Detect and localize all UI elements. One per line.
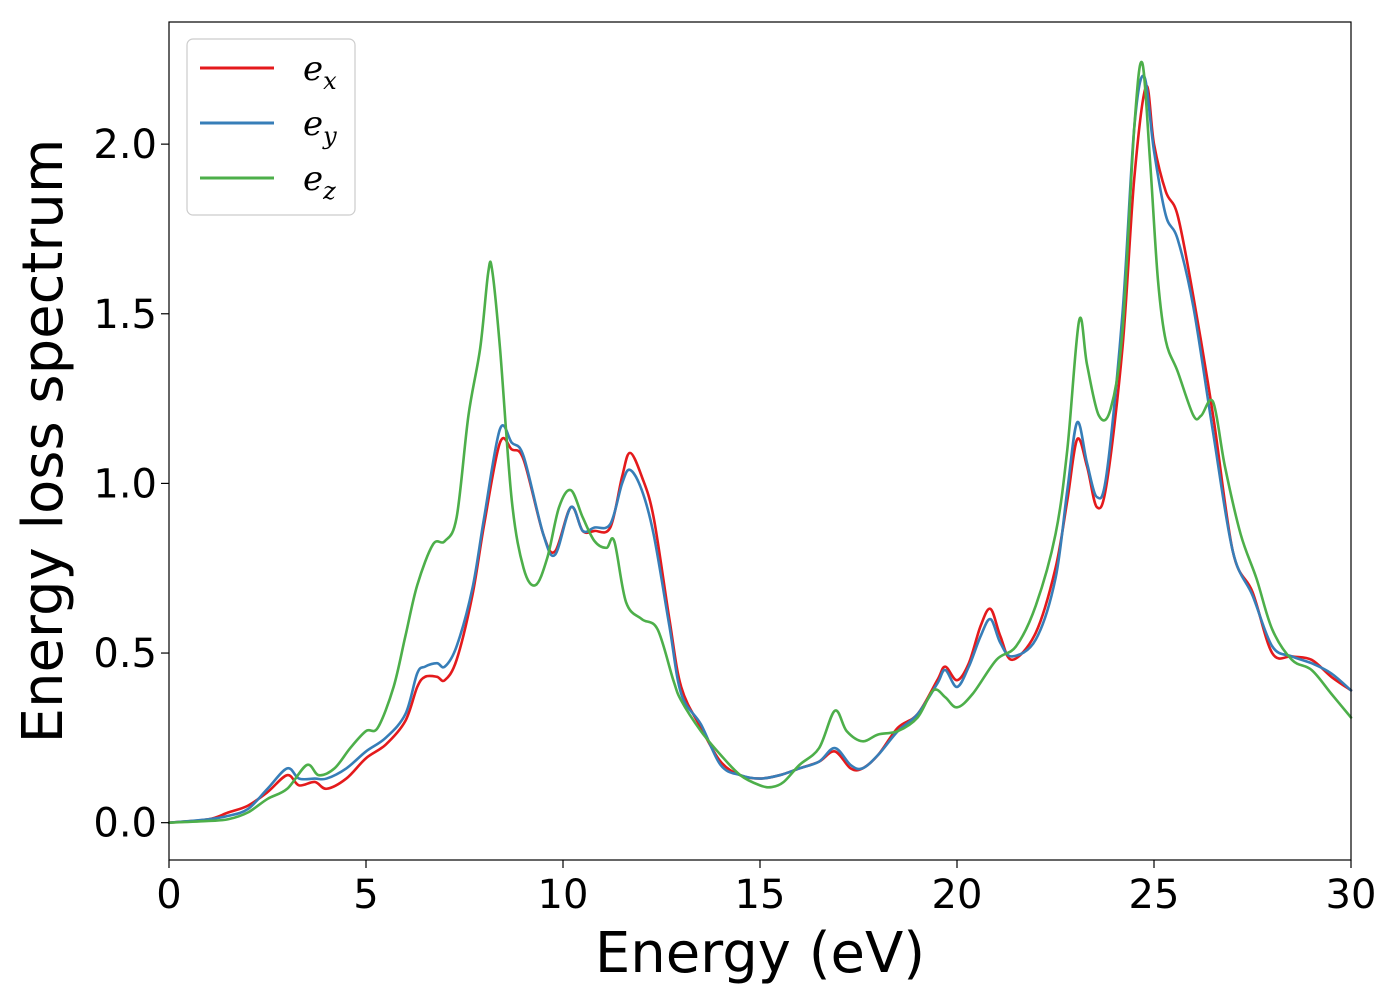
legend-label-subscript: z <box>322 177 336 205</box>
legend-box <box>186 38 356 216</box>
y-tick-label: 2.0 <box>93 122 157 168</box>
x-tick-label: 15 <box>735 872 786 918</box>
series-line-z <box>167 60 1353 824</box>
y-tick-label: 1.5 <box>93 292 157 338</box>
series-layer <box>167 60 1353 824</box>
y-tick-label: 0.5 <box>93 631 157 677</box>
x-tick-label: 20 <box>932 872 983 918</box>
legend-label-subscript: x <box>323 67 337 95</box>
x-tick-label: 10 <box>538 872 589 918</box>
x-axis-title: Energy (eV) <box>595 921 925 986</box>
legend-label-base: e <box>303 104 323 144</box>
legend-label-z: ez <box>303 159 336 205</box>
x-tick-label: 5 <box>353 872 378 918</box>
legend-label-base: e <box>303 49 323 89</box>
x-tick-label: 25 <box>1129 872 1180 918</box>
y-tick-label: 1.0 <box>93 461 157 507</box>
series-line-y <box>167 74 1353 824</box>
y-axis-title: Energy loss spectrum <box>11 139 76 744</box>
x-tick-label: 0 <box>156 872 181 918</box>
y-tick-label: 0.0 <box>93 801 157 847</box>
x-axis-ticks: 0 5 10 15 20 25 30 <box>156 860 1376 918</box>
x-tick-label: 30 <box>1326 872 1377 918</box>
legend-label-x: ex <box>303 49 337 95</box>
legend-label-base: e <box>303 159 323 199</box>
legend-label-y: ey <box>303 104 337 150</box>
y-axis-ticks: 0.0 0.5 1.0 1.5 2.0 <box>93 122 169 847</box>
legend-label-subscript: y <box>322 122 337 150</box>
